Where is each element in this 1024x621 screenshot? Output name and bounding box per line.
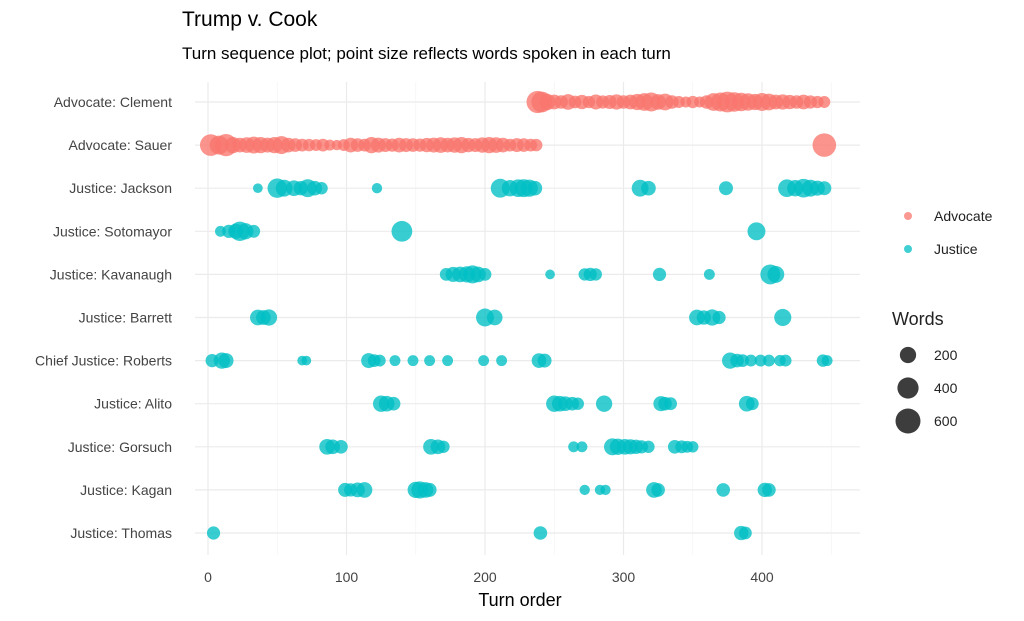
data-point bbox=[589, 268, 602, 281]
data-point bbox=[424, 355, 436, 367]
data-point bbox=[478, 268, 492, 281]
data-point bbox=[356, 482, 373, 498]
data-point bbox=[642, 440, 655, 453]
data-point bbox=[373, 354, 386, 367]
data-point bbox=[762, 483, 776, 497]
legend-key-advocate bbox=[904, 212, 912, 220]
data-point bbox=[576, 441, 588, 453]
data-point bbox=[371, 183, 383, 194]
size-legend-label: 200 bbox=[934, 347, 958, 363]
data-point bbox=[260, 309, 278, 326]
data-points bbox=[199, 90, 837, 541]
data-point bbox=[530, 138, 543, 152]
data-point bbox=[206, 526, 221, 540]
y-tick-label: Justice: Sotomayor bbox=[53, 223, 172, 239]
data-point bbox=[812, 133, 837, 157]
data-point bbox=[527, 180, 543, 196]
legend-label: Advocate bbox=[934, 208, 993, 224]
data-point bbox=[745, 397, 759, 411]
data-point bbox=[767, 265, 785, 283]
data-point bbox=[664, 397, 677, 411]
data-point bbox=[391, 220, 413, 242]
data-point bbox=[533, 526, 548, 540]
data-point bbox=[422, 482, 437, 497]
y-tick-label: Advocate: Clement bbox=[54, 94, 172, 110]
y-tick-label: Advocate: Sauer bbox=[68, 137, 172, 153]
data-point bbox=[571, 397, 584, 410]
size-legend-key bbox=[895, 408, 921, 434]
grid-layer bbox=[195, 82, 860, 555]
legend-key-justice bbox=[904, 245, 912, 253]
data-point bbox=[712, 310, 726, 325]
data-point bbox=[389, 355, 401, 367]
data-point bbox=[301, 355, 312, 366]
data-point bbox=[568, 441, 580, 453]
data-point bbox=[595, 395, 613, 412]
data-point bbox=[315, 182, 328, 195]
data-point bbox=[754, 354, 767, 367]
size-legend: Words 200 400 600 bbox=[892, 309, 958, 434]
data-point bbox=[703, 268, 715, 280]
x-tick-label: 300 bbox=[612, 569, 636, 585]
data-point bbox=[818, 96, 831, 108]
size-legend-label: 400 bbox=[934, 380, 958, 396]
data-point bbox=[496, 355, 508, 367]
data-point bbox=[651, 483, 665, 497]
data-point bbox=[600, 484, 611, 496]
data-point bbox=[774, 308, 792, 327]
data-point bbox=[821, 355, 833, 367]
y-tick-label: Justice: Thomas bbox=[70, 525, 172, 541]
y-tick-label: Justice: Kagan bbox=[80, 482, 172, 498]
legend-label: Justice bbox=[934, 241, 978, 257]
y-tick-label: Justice: Jackson bbox=[69, 180, 172, 196]
chart-title: Trump v. Cook bbox=[182, 8, 318, 31]
data-point bbox=[545, 269, 555, 280]
data-point bbox=[386, 396, 401, 411]
data-point bbox=[478, 355, 490, 367]
data-point bbox=[247, 224, 261, 238]
data-point bbox=[736, 354, 750, 367]
color-legend: Advocate Justice bbox=[904, 208, 993, 257]
data-point bbox=[738, 526, 752, 540]
x-axis-title: Turn order bbox=[478, 590, 561, 610]
x-tick-label: 100 bbox=[335, 569, 359, 585]
data-point bbox=[407, 355, 419, 367]
data-point bbox=[537, 353, 552, 368]
data-point bbox=[744, 354, 757, 367]
y-tick-label: Justice: Kavanaugh bbox=[50, 266, 172, 282]
y-tick-label: Justice: Alito bbox=[94, 396, 172, 412]
data-point bbox=[334, 439, 348, 454]
size-legend-key bbox=[899, 346, 917, 364]
data-point bbox=[437, 440, 450, 453]
size-legend-key bbox=[897, 377, 919, 399]
x-tick-label: 400 bbox=[750, 569, 774, 585]
y-tick-label: Chief Justice: Roberts bbox=[35, 353, 172, 369]
x-tick-label: 200 bbox=[473, 569, 497, 585]
size-legend-label: 600 bbox=[934, 413, 958, 429]
data-point bbox=[486, 309, 503, 326]
size-legend-title: Words bbox=[892, 309, 944, 329]
x-axis-ticks: 0 100 200 300 400 bbox=[204, 569, 774, 585]
data-point bbox=[218, 353, 234, 369]
data-point bbox=[719, 181, 733, 196]
y-tick-label: Justice: Barrett bbox=[79, 310, 172, 326]
data-point bbox=[253, 183, 263, 194]
data-point bbox=[747, 222, 766, 241]
x-tick-label: 0 bbox=[204, 569, 212, 585]
data-point bbox=[716, 483, 731, 497]
data-point bbox=[762, 354, 775, 367]
chart-subtitle: Turn sequence plot; point size reflects … bbox=[182, 44, 671, 63]
y-tick-label: Justice: Gorsuch bbox=[68, 439, 172, 455]
data-point bbox=[817, 181, 832, 196]
data-point bbox=[579, 484, 590, 496]
data-point bbox=[687, 441, 699, 453]
data-point bbox=[641, 180, 656, 196]
data-point bbox=[652, 267, 667, 282]
y-axis-labels: Advocate: Clement Advocate: Sauer Justice:… bbox=[35, 94, 172, 541]
data-point bbox=[442, 355, 454, 367]
data-point bbox=[779, 354, 792, 367]
